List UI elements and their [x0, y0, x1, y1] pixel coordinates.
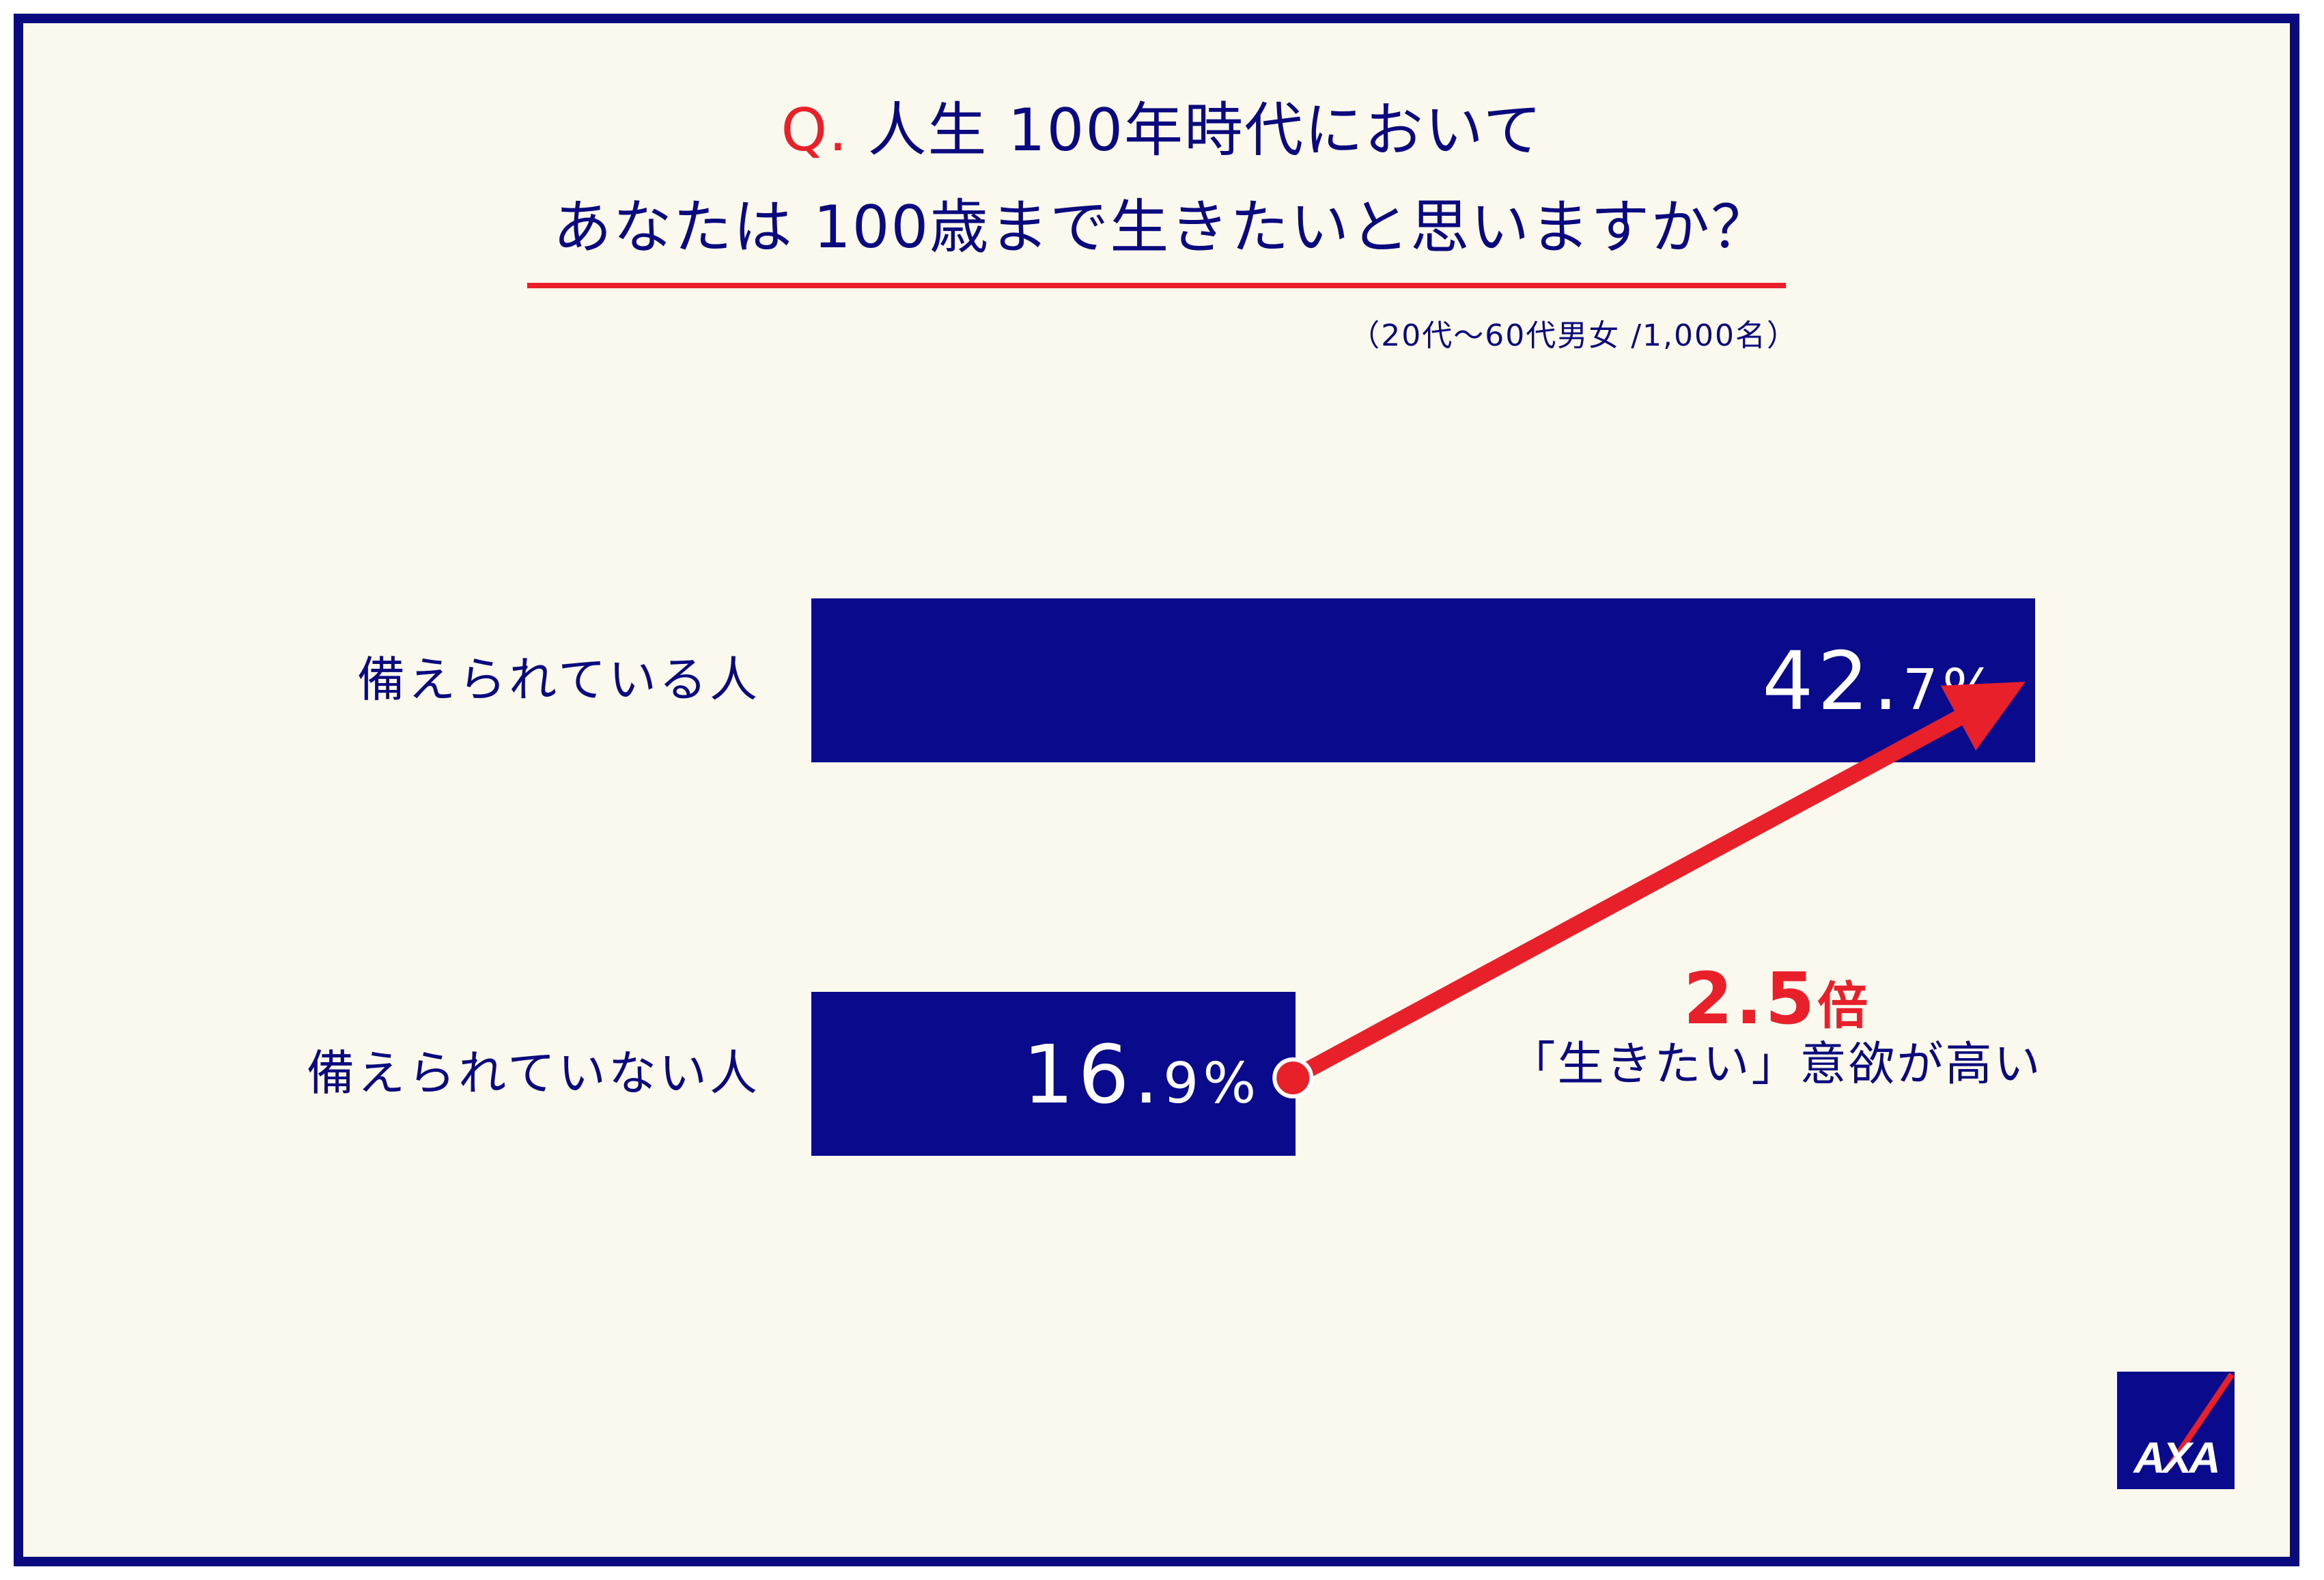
- ratio-annotation-text: 「生きたい」意欲が高い: [1509, 1038, 2043, 1092]
- chart-title-line-1: Q. 人生 100年時代において: [0, 101, 2324, 160]
- data-label-unprepared: 16.9%: [1022, 1034, 1260, 1115]
- bar-unprepared: [811, 992, 1296, 1156]
- ratio-annotation: 2.5倍: [1571, 963, 1980, 1034]
- data-label-prepared-minor: 7%: [1902, 658, 2000, 723]
- chart-title-line-2: あなたは 100歳まで生きたいと思いますか？: [552, 193, 1772, 262]
- data-label-prepared-major: 42.: [1762, 634, 1903, 728]
- sample-note: （20代〜60代男女 /1,000名）: [1349, 318, 1798, 353]
- axa-logo: AXA: [2117, 1372, 2235, 1489]
- chart-title-text-1: 人生 100年時代において: [867, 96, 1543, 165]
- category-label-prepared: 備えられている人: [357, 652, 760, 708]
- question-mark-label: Q.: [781, 96, 849, 165]
- data-label-unprepared-minor: 9%: [1163, 1051, 1261, 1116]
- ratio-value: 2.5: [1683, 957, 1818, 1040]
- axa-logo-text: AXA: [2133, 1433, 2220, 1482]
- axa-logo-slash: [2166, 1372, 2235, 1469]
- title-underline: [527, 283, 1786, 288]
- category-label-unprepared: 備えられていない人: [307, 1045, 760, 1101]
- ratio-unit: 倍: [1817, 977, 1868, 1036]
- data-label-unprepared-major: 16.: [1022, 1027, 1164, 1122]
- data-label-prepared: 42.7%: [1762, 641, 2000, 721]
